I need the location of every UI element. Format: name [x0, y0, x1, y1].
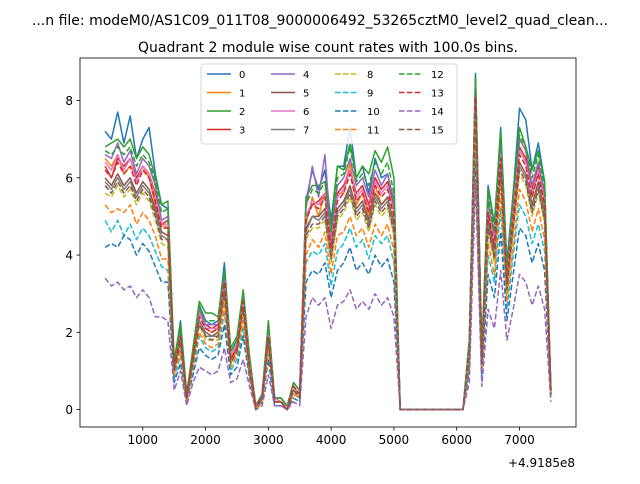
legend-label: 14 — [431, 107, 444, 118]
legend-item-0: 0 — [207, 70, 245, 81]
x-tick-label: 1000 — [128, 433, 159, 447]
legend-label: 2 — [239, 107, 245, 118]
plot-area: 1000 2000 3000 4000 5000 6000 7000024680123456… — [65, 57, 577, 447]
legend-item-13: 13 — [399, 89, 444, 100]
legend-label: 3 — [239, 126, 245, 137]
legend-label: 9 — [367, 89, 373, 100]
legend-item-12: 12 — [399, 70, 444, 81]
legend-item-9: 9 — [335, 89, 373, 100]
x-tick-label: 2000 — [190, 433, 221, 447]
legend-item-8: 8 — [335, 70, 373, 81]
legend-label: 7 — [303, 126, 309, 137]
y-tick-label: 6 — [65, 171, 73, 185]
legend-frame — [200, 63, 458, 145]
x-tick-label: 6000 — [441, 433, 472, 447]
legend-item-7: 7 — [271, 126, 309, 137]
legend-label: 4 — [303, 70, 309, 81]
legend-item-10: 10 — [335, 107, 380, 118]
legend-item-4: 4 — [271, 70, 309, 81]
legend-label: 12 — [431, 70, 444, 81]
y-tick-label: 4 — [65, 249, 73, 263]
series-line-11 — [104, 126, 552, 411]
figure-suptitle: ...n file: modeM0/AS1C09_011T08_90000064… — [32, 13, 608, 29]
series-line-14 — [104, 180, 552, 411]
legend-item-14: 14 — [399, 107, 444, 118]
legend-label: 5 — [303, 89, 309, 100]
x-offset-label: +4.9185e8 — [508, 456, 575, 470]
legend-label: 8 — [367, 70, 373, 81]
legend-item-1: 1 — [207, 89, 245, 100]
y-tick-label: 0 — [65, 403, 73, 417]
legend-label: 6 — [303, 107, 309, 118]
y-tick-label: 2 — [65, 326, 73, 340]
legend-label: 11 — [367, 126, 380, 137]
y-tick-label: 8 — [65, 94, 73, 108]
legend-label: 10 — [367, 107, 380, 118]
legend-item-11: 11 — [335, 126, 380, 137]
legend-item-2: 2 — [207, 107, 245, 118]
legend-label: 0 — [239, 70, 245, 81]
series-line-15 — [104, 111, 552, 411]
axes-frame — [79, 57, 577, 428]
x-tick-label: 7000 — [504, 433, 535, 447]
chart-title: Quadrant 2 module wise count rates with … — [138, 40, 518, 56]
legend-item-6: 6 — [271, 107, 309, 118]
legend-item-5: 5 — [271, 89, 309, 100]
legend-label: 13 — [431, 89, 444, 100]
x-tick-label: 3000 — [253, 433, 284, 447]
x-tick-label: 5000 — [379, 433, 410, 447]
legend-item-15: 15 — [399, 126, 444, 137]
legend-label: 1 — [239, 89, 245, 100]
legend-item-3: 3 — [207, 126, 245, 137]
x-tick-label: 4000 — [316, 433, 347, 447]
legend-label: 15 — [431, 126, 444, 137]
